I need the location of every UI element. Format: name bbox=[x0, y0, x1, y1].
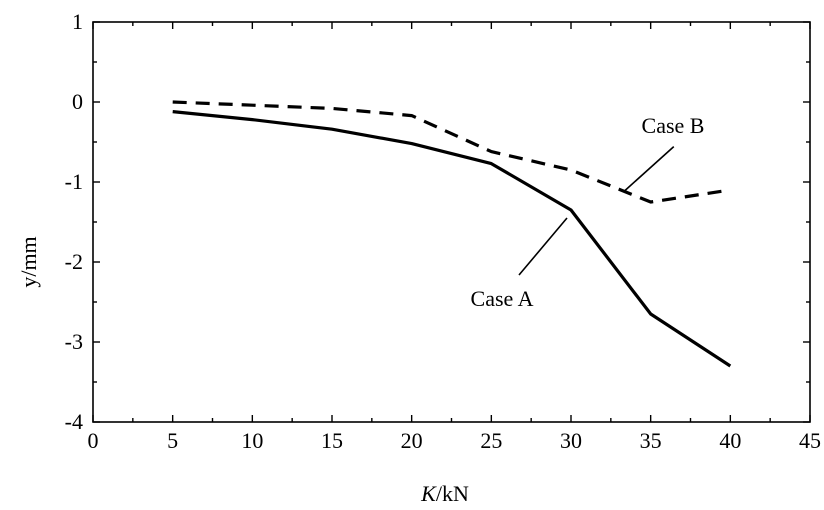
case-b-leader-line bbox=[623, 146, 675, 193]
x-tick-label: 35 bbox=[640, 428, 662, 453]
case-a-line bbox=[172, 110, 732, 368]
case-b-label: Case B bbox=[642, 113, 705, 138]
x-tick-label: 20 bbox=[401, 428, 423, 453]
x-tick-label: 15 bbox=[321, 428, 343, 453]
case-a-label: Case A bbox=[471, 286, 534, 311]
y-tick-label: -2 bbox=[65, 249, 83, 274]
y-tick-label: -3 bbox=[65, 329, 83, 354]
series-group bbox=[172, 100, 732, 368]
x-tick-label: 30 bbox=[560, 428, 582, 453]
x-axis-title-symbol: K bbox=[420, 481, 437, 506]
x-axis-title: K/kN bbox=[420, 481, 469, 506]
y-tick-label: -4 bbox=[65, 409, 83, 434]
plot-frame bbox=[92, 21, 811, 423]
x-tick-label: 40 bbox=[719, 428, 741, 453]
x-axis-title-unit: /kN bbox=[436, 481, 469, 506]
x-tick-label: 5 bbox=[167, 428, 178, 453]
y-axis-title: y/mm bbox=[16, 236, 41, 287]
x-tick-label: 10 bbox=[241, 428, 263, 453]
case-a-leader-line bbox=[518, 217, 568, 276]
x-tick-label: 25 bbox=[480, 428, 502, 453]
y-tick-label: 1 bbox=[72, 9, 83, 34]
case-b-line bbox=[172, 100, 731, 204]
x-tick-label: 0 bbox=[88, 428, 99, 453]
annotations: Case A Case B bbox=[471, 113, 705, 311]
y-tick-label: -1 bbox=[65, 169, 83, 194]
y-tick-label: 0 bbox=[72, 89, 83, 114]
x-tick-label: 45 bbox=[799, 428, 821, 453]
